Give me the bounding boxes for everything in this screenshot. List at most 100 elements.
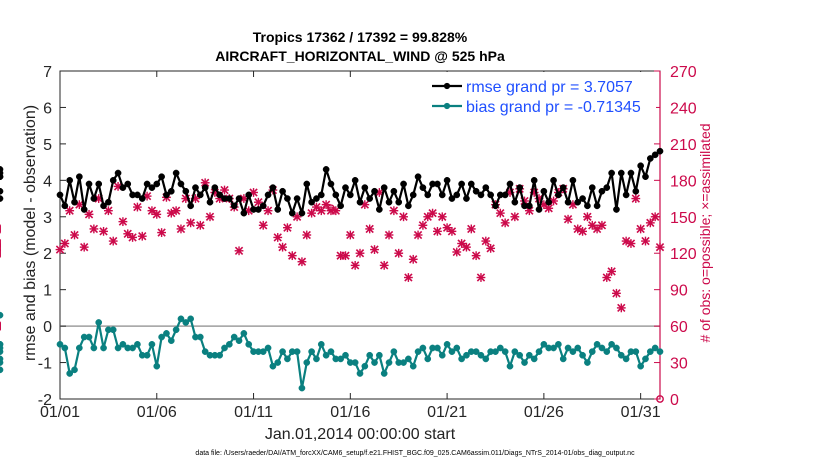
legend-label: rmse grand pr = 3.7057 [466,79,633,96]
rmse-point [593,202,601,210]
rmse-point [482,184,490,191]
legend-label: bias grand pr = -0.71345 [466,99,641,116]
obs-assimilated-marker [384,230,394,240]
rmse-point [187,202,194,210]
obs-assimilated-marker [152,209,162,219]
x-tick-label: 01/21 [427,404,467,421]
bias-point [327,348,335,355]
obs-assimilated-marker [616,303,626,313]
obs-assimilated-marker [99,226,108,236]
obs-assimilated-marker [428,208,437,218]
obs-assimilated-marker [350,260,360,270]
y-tick-label: 1 [43,283,52,300]
bias-point [521,359,528,366]
rmse-point [322,166,330,173]
rmse-point [419,184,427,191]
rmse-point [385,198,393,206]
rmse-point [317,191,325,199]
bias-point [66,370,74,377]
rmse-point [346,191,354,199]
bias-point [540,340,548,348]
rmse-point [356,198,364,206]
rmse-point [192,184,199,191]
rmse-point [313,195,320,202]
bias-point [588,348,596,355]
obs-assimilated-marker [636,224,646,234]
bias-point [172,326,180,334]
bias-point [274,359,282,366]
bias-point [0,355,4,363]
y2-tick-label: 210 [670,137,697,154]
x-tick-label: 01/06 [137,404,177,421]
bias-point [226,340,233,348]
rmse-point [608,169,615,177]
obs-assimilated-marker [220,185,229,195]
rmse-point [458,180,465,188]
bias-point [100,344,107,352]
obs-assimilated-marker [70,230,79,240]
rmse-point [177,180,185,188]
y2-tick-label: 150 [670,210,697,227]
y2-tick-label: 270 [670,64,697,81]
x-tick-label: 01/11 [234,404,273,421]
bias-point [119,340,127,348]
obs-assimilated-marker [234,246,244,256]
obs-assimilated-marker [89,224,99,234]
obs-assimilated-marker [394,248,404,258]
bias-point [472,348,480,355]
obs-possible-marker [656,395,664,403]
rmse-point [201,184,209,191]
bias-point [240,330,248,337]
rmse-point [656,147,664,155]
rmse-point [569,176,577,184]
rmse-point [574,198,582,206]
y2-tick-label: 240 [670,100,697,117]
obs-assimilated-marker [84,209,94,219]
bias-point [308,348,315,355]
rmse-point [105,198,112,206]
rmse-point [511,198,519,206]
rmse-point [124,180,132,188]
rmse-point [56,191,64,199]
bias-point [651,344,659,352]
rmse-point [293,195,301,202]
obs-assimilated-marker [157,228,167,237]
obs-assimilated-marker [495,208,505,218]
bias-point [584,359,591,366]
data-file-footer: data file: /Users/raeder/DAI/ATM_forcXX/… [195,450,635,457]
obs-assimilated-marker [462,242,471,252]
rmse-point [559,184,567,191]
y-tick-label: 5 [43,137,52,154]
bias-point [593,340,601,348]
bias-point [405,355,412,363]
obs-assimilated-marker [597,220,607,230]
rmse-point [100,202,107,210]
rmse-point [361,184,369,191]
rmse-point [545,198,553,206]
y-tick-label: 6 [43,100,52,117]
rmse-point [366,195,374,202]
bias-point [376,351,383,359]
obs-assimilated-marker [602,273,612,282]
bias-point [216,351,224,359]
rmse-point [216,191,224,199]
bias-point [148,340,156,348]
rmse-point [134,191,141,199]
bias-point [134,340,141,348]
obs-assimilated-marker [433,226,442,236]
bias-point [477,351,485,359]
rmse-point [603,184,611,191]
bias-point [76,344,83,352]
obs-assimilated-marker [437,212,447,222]
bias-point [656,348,664,355]
bias-point [642,355,649,363]
obs-assimilated-marker [55,245,65,254]
obs-assimilated-marker [592,224,602,234]
y2-tick-label: 90 [670,283,688,300]
obs-assimilated-marker [108,236,118,246]
obs-possible-marker [327,204,335,213]
bias-point [598,344,606,352]
legend-swatch-marker [443,82,451,90]
obs-assimilated-marker [500,218,510,228]
rmse-point [182,187,190,195]
